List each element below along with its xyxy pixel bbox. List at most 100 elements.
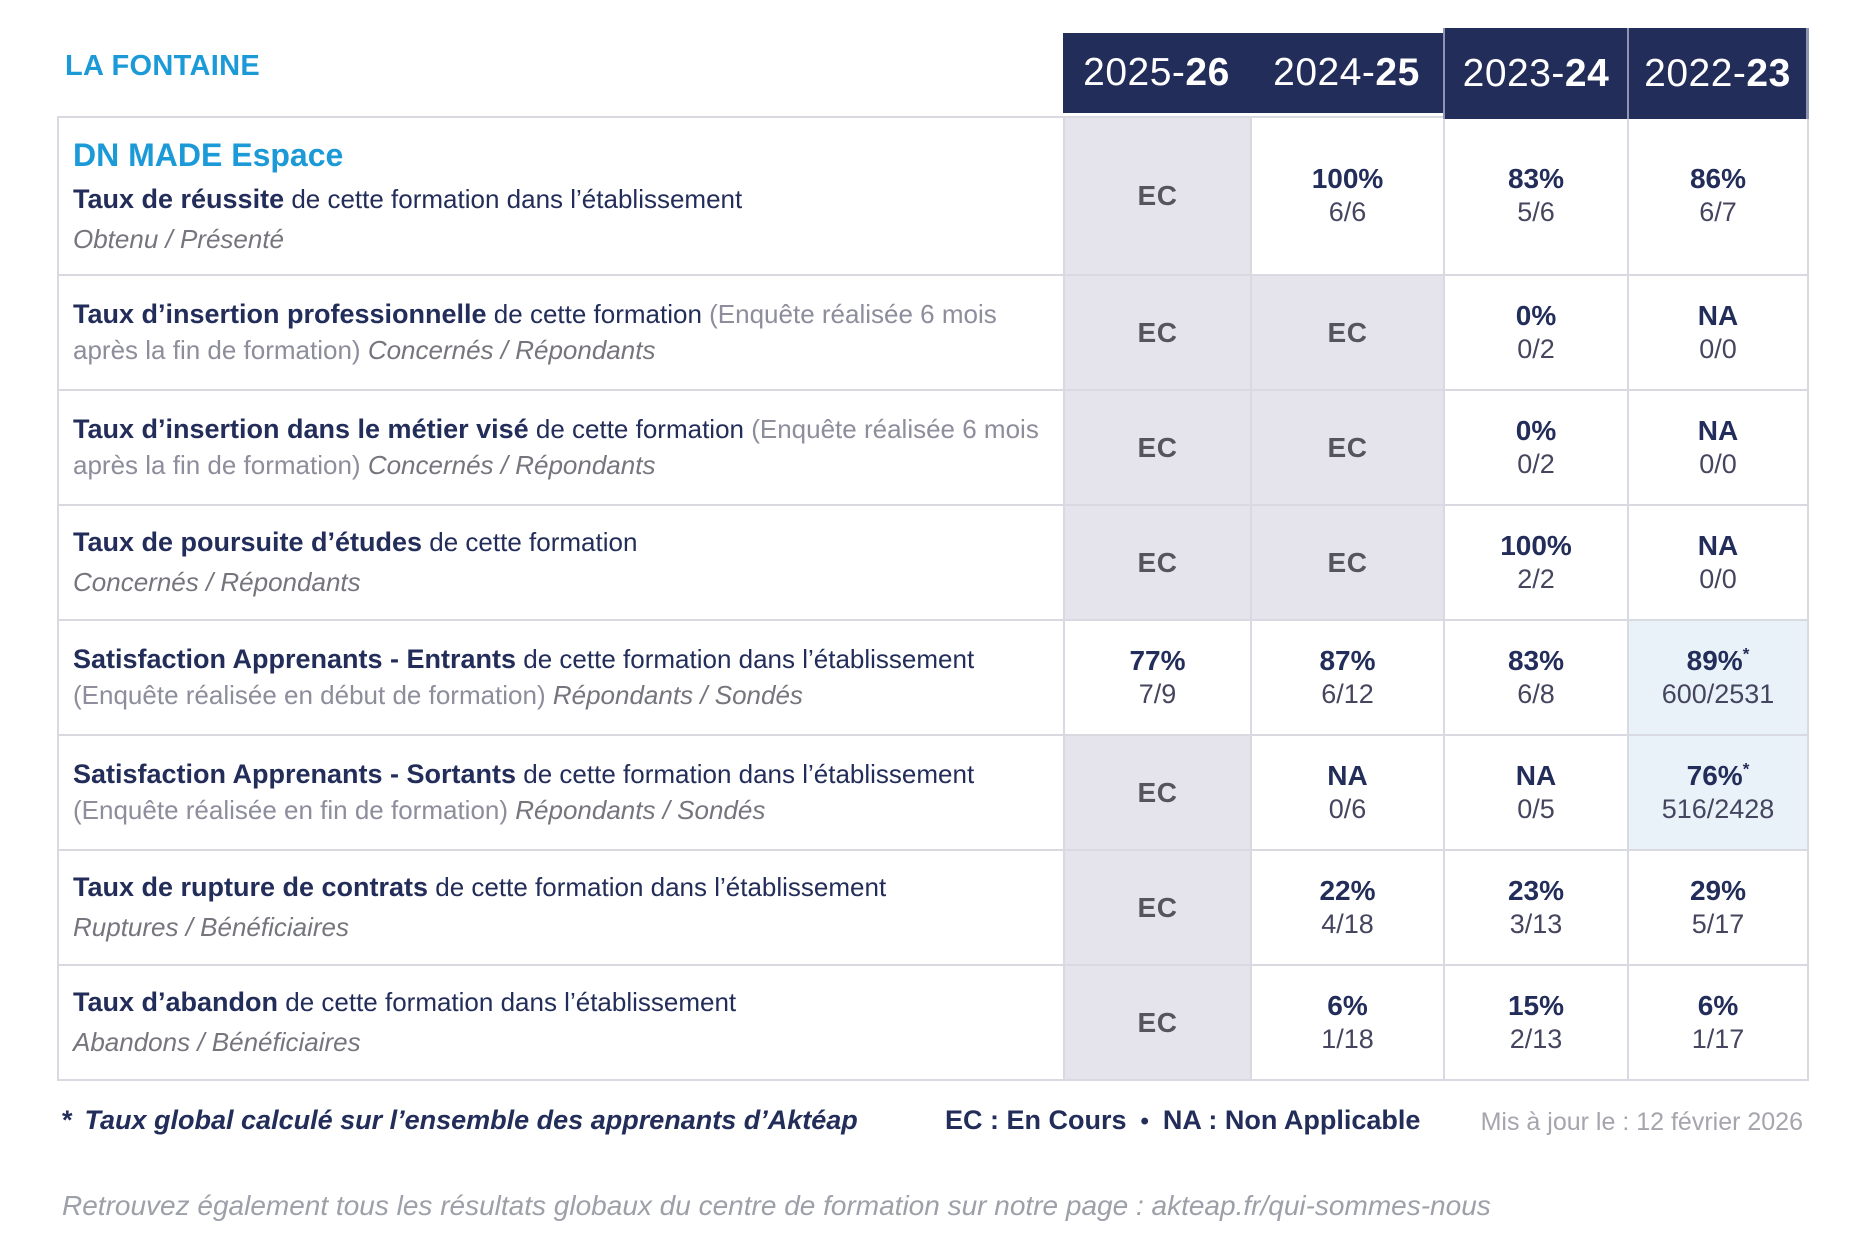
percentage-value: 89%* — [1686, 644, 1750, 676]
footer-row: * Taux global calculé sur l’ensemble des … — [57, 1105, 1809, 1150]
value-cell-row8-col3: 15% 2/13 — [1445, 966, 1627, 1079]
row-label-1: DN MADE Espace Taux de réussite de cette … — [59, 118, 1063, 274]
percentage-value: 0% — [1515, 414, 1557, 446]
value-cell-row8-col2: 6% 1/18 — [1252, 966, 1443, 1079]
ec-value: EC — [1137, 776, 1178, 808]
value-cell-row4-col1: EC — [1065, 506, 1250, 619]
percentage-value: 6% — [1327, 989, 1368, 1021]
year-suffix: 25 — [1375, 51, 1420, 94]
percentage-value: NA — [1327, 759, 1368, 791]
row-label-7: Taux de rupture de contrats de cette for… — [59, 851, 1063, 964]
fraction-value: 1/17 — [1691, 1023, 1745, 1054]
value-cell-row1-col3: 83% 5/6 — [1445, 118, 1627, 274]
year-suffix: 26 — [1185, 51, 1230, 94]
percentage-value: 87% — [1319, 644, 1376, 676]
ratio-definition: Obtenu / Présenté — [73, 224, 285, 255]
row-description: Taux de poursuite d’études de cette form… — [73, 525, 1047, 599]
fraction-value: 3/13 — [1509, 908, 1563, 939]
ec-value: EC — [1137, 891, 1178, 923]
fraction-value: 0/5 — [1517, 793, 1555, 824]
ec-value: EC — [1327, 316, 1368, 348]
value-cell-row7-col4: 29% 5/17 — [1629, 851, 1807, 964]
ec-value: EC — [1327, 546, 1368, 578]
indicator-title: Satisfaction Apprenants - Entrants — [73, 644, 517, 675]
value-cell-row5-col1: 77% 7/9 — [1065, 621, 1250, 734]
indicator-title: Taux de réussite — [73, 184, 285, 215]
ratio-definition: Répondants / Sondés — [515, 795, 766, 826]
value-cell-row7-col1: EC — [1065, 851, 1250, 964]
fraction-value: 5/17 — [1691, 908, 1745, 939]
value-cell-row4-col4: NA 0/0 — [1629, 506, 1807, 619]
fraction-value: 0/2 — [1517, 333, 1555, 364]
value-cell-row2-col4: NA 0/0 — [1629, 276, 1807, 389]
fraction-value: 0/0 — [1699, 563, 1737, 594]
indicator-title: Satisfaction Apprenants - Sortants — [73, 759, 517, 790]
value-cell-row3-col2: EC — [1252, 391, 1443, 504]
fraction-value: 6/7 — [1699, 197, 1737, 228]
percentage-value: NA — [1515, 759, 1557, 791]
ec-value: EC — [1137, 1006, 1178, 1038]
fraction-value: 0/2 — [1517, 448, 1555, 479]
value-cell-row2-col2: EC — [1252, 276, 1443, 389]
percentage-value: 77% — [1129, 644, 1186, 676]
fraction-value: 0/0 — [1699, 448, 1737, 479]
abbreviations-legend: EC : En Cours • NA : Non Applicable — [945, 1105, 1420, 1136]
year-prefix: 2025- — [1083, 51, 1186, 94]
percentage-value: NA — [1697, 299, 1739, 331]
ec-value: EC — [1327, 431, 1368, 463]
survey-note: (Enquête réalisée en début de formation) — [73, 680, 553, 711]
survey-note: (Enquête réalisée en fin de formation) — [73, 795, 516, 826]
row-label-4: Taux de poursuite d’études de cette form… — [59, 506, 1063, 619]
fraction-value: 2/13 — [1509, 1023, 1563, 1054]
value-cell-row1-col4: 86% 6/7 — [1629, 118, 1807, 274]
year-suffix: 23 — [1746, 51, 1791, 95]
fraction-value: 4/18 — [1321, 908, 1374, 939]
value-cell-row8-col1: EC — [1065, 966, 1250, 1079]
fraction-value: 7/9 — [1138, 678, 1177, 709]
row-label-2: Taux d’insertion professionnelle de cett… — [59, 276, 1063, 389]
value-cell-row7-col2: 22% 4/18 — [1252, 851, 1443, 964]
percentage-value: 83% — [1507, 163, 1565, 195]
row-description: Taux d’insertion dans le métier visé de … — [73, 412, 1047, 482]
percentage-value: 15% — [1507, 989, 1565, 1021]
year-suffix: 24 — [1564, 51, 1610, 95]
indicator-title: Taux de poursuite d’études — [73, 527, 423, 558]
percentage-value: NA — [1697, 529, 1739, 561]
percentage-value: 0% — [1515, 299, 1557, 331]
ec-value: EC — [1137, 431, 1178, 463]
value-cell-row4-col2: EC — [1252, 506, 1443, 619]
percentage-value: 29% — [1689, 874, 1747, 906]
table-header-row: LA FONTAINE 2025- 26 2024- 25 2023- 24 2022… — [57, 28, 1809, 119]
global-results-note: Retrouvez également tous les résultats g… — [62, 1190, 1491, 1221]
site-title: LA FONTAINE — [65, 49, 261, 82]
year-header-2023-24: 2023- 24 — [1443, 28, 1627, 119]
percentage-value: 23% — [1507, 874, 1565, 906]
row-description: Taux de rupture de contrats de cette for… — [73, 870, 1047, 944]
asterisk-marker: * — [1742, 759, 1750, 779]
ratio-definition: Ruptures / Bénéficiaires — [73, 912, 350, 943]
value-cell-row2-col1: EC — [1065, 276, 1250, 389]
row-label-8: Taux d’abandon de cette formation dans l… — [59, 966, 1063, 1079]
indicator-scope: de cette formation dans l’établissement — [516, 759, 975, 790]
value-cell-row5-col3: 83% 6/8 — [1445, 621, 1627, 734]
value-cell-row3-col3: 0% 0/2 — [1445, 391, 1627, 504]
fraction-value: 6/6 — [1328, 197, 1367, 228]
percentage-value: 100% — [1311, 163, 1384, 195]
fraction-value: 516/2428 — [1661, 793, 1775, 824]
value-cell-row1-col2: 100% 6/6 — [1252, 118, 1443, 274]
year-prefix: 2023- — [1462, 51, 1565, 95]
survey-note: (Enquête réalisée 6 mois après la fin de… — [73, 299, 997, 366]
row-description: Taux d’abandon de cette formation dans l… — [73, 985, 1047, 1059]
fraction-value: 0/0 — [1699, 333, 1737, 364]
percentage-value: 76%* — [1686, 759, 1750, 791]
value-cell-row6-col1: EC — [1065, 736, 1250, 849]
percentage-value: 100% — [1500, 529, 1572, 561]
ec-value: EC — [1137, 180, 1178, 211]
row-label-6: Satisfaction Apprenants - Sortants de ce… — [59, 736, 1063, 849]
ratio-definition: Concernés / Répondants — [367, 450, 656, 481]
fraction-value: 6/8 — [1517, 678, 1555, 709]
indicator-title: Taux d’insertion professionnelle — [73, 299, 487, 330]
year-prefix: 2024- — [1273, 51, 1376, 94]
ec-value: EC — [1137, 316, 1178, 348]
